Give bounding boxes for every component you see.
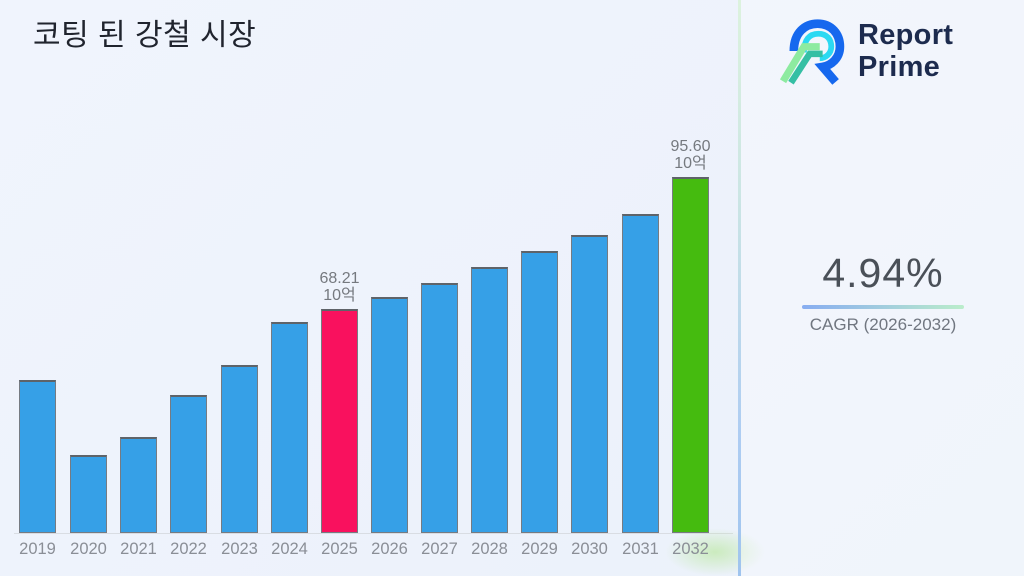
bar-2030	[571, 235, 608, 533]
x-axis-label-2027: 2027	[421, 540, 458, 558]
x-axis-label-2024: 2024	[271, 540, 308, 558]
bar-2026	[371, 297, 408, 533]
bar-2024	[271, 322, 308, 533]
x-axis-label-2032: 2032	[672, 540, 709, 558]
logo-text-line1: Report	[858, 19, 954, 51]
x-axis-label-2029: 2029	[521, 540, 558, 558]
bar-2032	[672, 177, 709, 533]
bar-2023	[221, 365, 258, 533]
cagr-value: 4.94%	[822, 250, 944, 296]
bar-2022	[170, 395, 207, 533]
bar-2025	[321, 309, 358, 533]
vertical-divider	[738, 0, 741, 576]
bar-2029	[521, 251, 558, 533]
unit-text: 10억	[674, 155, 707, 172]
x-axis-label-2023: 2023	[221, 540, 258, 558]
cagr-label: CAGR (2026-2032)	[809, 315, 957, 334]
x-axis-label-2025: 2025	[321, 540, 358, 558]
right-panel	[741, 0, 1024, 576]
report-prime-logo: Report Prime	[778, 8, 953, 94]
value-text: 95.60	[670, 138, 711, 155]
bar-value-label-2032: 95.60 10억	[631, 138, 751, 172]
x-axis-label-2021: 2021	[120, 540, 157, 558]
x-axis-label-2022: 2022	[170, 540, 207, 558]
bar-2028	[471, 267, 508, 533]
bar-2021	[120, 437, 157, 533]
bar-value-label-2025: 68.21 10억	[280, 270, 400, 304]
x-axis-label-2019: 2019	[19, 540, 56, 558]
x-axis-label-2028: 2028	[471, 540, 508, 558]
report-prime-logo-text: Report Prime	[858, 19, 953, 83]
bar-2027	[421, 283, 458, 533]
unit-text: 10억	[323, 287, 356, 304]
bar-2031	[622, 214, 659, 533]
report-prime-logo-icon	[779, 19, 845, 85]
page-title: 코팅 된 강철 시장	[33, 19, 257, 52]
logo-text-line2: Prime	[858, 51, 941, 83]
x-axis-label-2026: 2026	[371, 540, 408, 558]
cagr-underline	[802, 305, 964, 309]
x-axis-label-2030: 2030	[571, 540, 608, 558]
green-glow-decoration	[665, 528, 765, 576]
value-text: 68.21	[319, 270, 360, 287]
x-axis-line	[14, 533, 733, 534]
x-axis-label-2020: 2020	[70, 540, 107, 558]
bar-2019	[19, 380, 56, 533]
cagr-callout: 4.94% CAGR (2026-2032)	[798, 250, 968, 335]
bar-2020	[70, 455, 107, 533]
x-axis-label-2031: 2031	[622, 540, 659, 558]
